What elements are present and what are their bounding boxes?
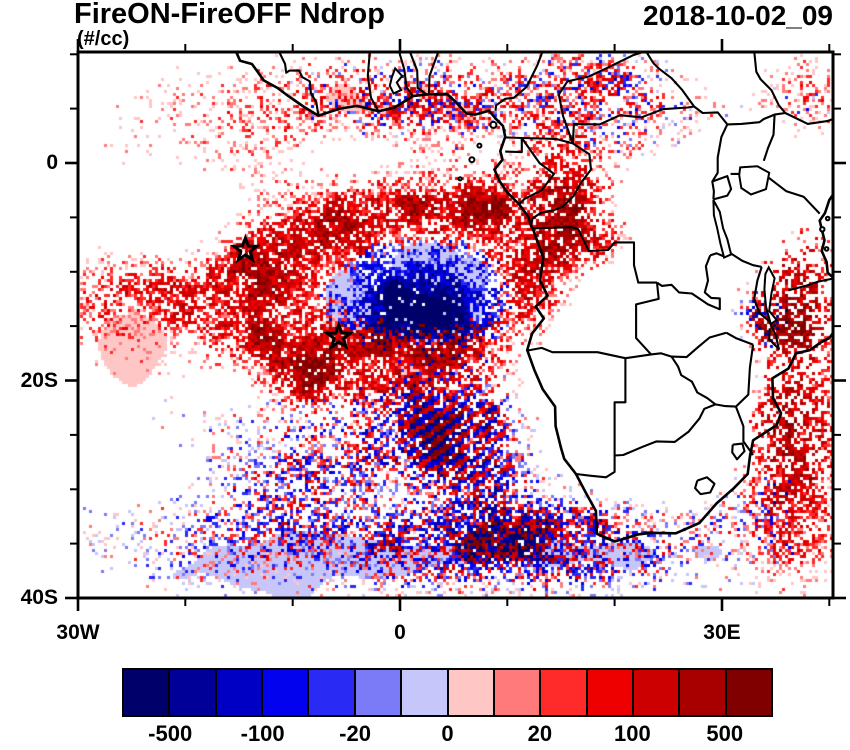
difference-field-canvas bbox=[78, 52, 833, 598]
y-tick-label: 40S bbox=[20, 586, 58, 609]
y-tick-label: 20S bbox=[20, 368, 58, 392]
x-tick-label: 30E bbox=[703, 621, 741, 644]
colorbar-segment bbox=[492, 670, 540, 715]
colorbar-tick-label: 20 bbox=[527, 721, 553, 746]
colorbar-segment bbox=[353, 670, 401, 715]
colorbar-segment bbox=[261, 670, 308, 715]
colorbar-segment bbox=[307, 670, 354, 715]
y-tick-label: 0 bbox=[46, 151, 58, 174]
colorbar-segment bbox=[585, 670, 632, 715]
colorbar-tick-label: -100 bbox=[240, 721, 285, 746]
colorbar-segment bbox=[724, 670, 772, 715]
colorbar-segment bbox=[446, 670, 493, 715]
colorbar-segment bbox=[124, 670, 169, 715]
units-label: (#/cc) bbox=[77, 28, 130, 50]
colorbar-tick-label: 100 bbox=[613, 721, 651, 746]
colorbar-segment bbox=[168, 670, 215, 715]
x-tick-label: 30W bbox=[56, 621, 100, 644]
plot-title: FireON-FireOFF Ndrop bbox=[74, 0, 385, 30]
colorbar-segment bbox=[631, 670, 679, 715]
colorbar-segment bbox=[400, 670, 447, 715]
datetime-label: 2018-10-02_09 bbox=[643, 0, 833, 31]
colorbar-segment bbox=[539, 670, 586, 715]
colorbar-tick-label: 0 bbox=[441, 721, 454, 746]
colorbar bbox=[122, 668, 773, 717]
x-tick-label: 0 bbox=[394, 621, 406, 644]
colorbar-tick-label: 500 bbox=[706, 721, 744, 746]
colorbar-tick-label: -20 bbox=[339, 721, 371, 746]
colorbar-segment bbox=[678, 670, 725, 715]
colorbar-segment bbox=[214, 670, 262, 715]
colorbar-tick-label: -500 bbox=[148, 721, 193, 746]
